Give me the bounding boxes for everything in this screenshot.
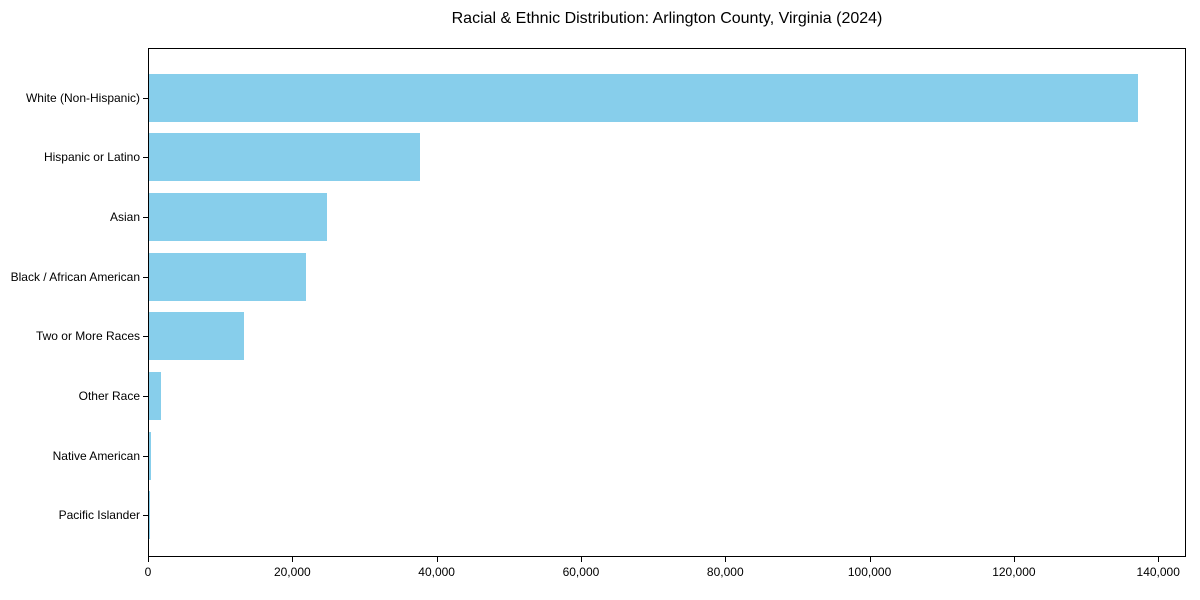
y-tick-mark bbox=[143, 216, 148, 218]
x-tick-mark bbox=[869, 557, 871, 562]
bar bbox=[149, 73, 1138, 122]
x-tick-label: 0 bbox=[144, 565, 152, 579]
bar bbox=[149, 491, 150, 540]
plot-area bbox=[148, 48, 1186, 557]
bar bbox=[149, 192, 328, 241]
y-tick-label: Asian bbox=[109, 209, 140, 224]
bar bbox=[149, 133, 421, 182]
y-tick-label: Pacific Islander bbox=[58, 508, 140, 523]
chart-title: Racial & Ethnic Distribution: Arlington … bbox=[451, 10, 883, 27]
x-tick-label: 60,000 bbox=[562, 565, 600, 579]
y-tick-mark bbox=[143, 157, 148, 159]
x-tick-mark bbox=[292, 557, 294, 562]
y-tick-mark bbox=[143, 276, 148, 278]
bar bbox=[149, 431, 152, 480]
y-tick-mark bbox=[143, 455, 148, 457]
y-tick-label: White (Non-Hispanic) bbox=[25, 90, 140, 105]
y-tick-mark bbox=[143, 515, 148, 517]
x-tick-label: 80,000 bbox=[706, 565, 744, 579]
y-tick-mark bbox=[143, 396, 148, 397]
x-tick-mark bbox=[1158, 557, 1160, 562]
x-tick-mark bbox=[148, 557, 149, 562]
x-tick-label: 140,000 bbox=[1136, 565, 1180, 579]
bar bbox=[149, 252, 307, 301]
x-tick-label: 40,000 bbox=[418, 565, 455, 579]
bar bbox=[149, 372, 162, 420]
y-tick-label: Black / African American bbox=[10, 269, 140, 284]
x-tick-mark bbox=[580, 557, 582, 562]
x-tick-label: 20,000 bbox=[273, 565, 311, 579]
x-tick-mark bbox=[436, 557, 438, 562]
y-tick-mark bbox=[143, 97, 148, 99]
y-tick-label: Native American bbox=[52, 448, 140, 463]
y-tick-mark bbox=[143, 336, 148, 338]
bar bbox=[149, 312, 244, 361]
y-tick-label: Other Race bbox=[78, 389, 140, 403]
x-tick-mark bbox=[725, 557, 727, 562]
x-tick-mark bbox=[1013, 557, 1015, 562]
y-tick-label: Two or More Races bbox=[35, 329, 140, 344]
x-tick-label: 100,000 bbox=[847, 565, 892, 579]
y-tick-label: Hispanic or Latino bbox=[43, 150, 140, 165]
x-tick-label: 120,000 bbox=[992, 565, 1036, 579]
